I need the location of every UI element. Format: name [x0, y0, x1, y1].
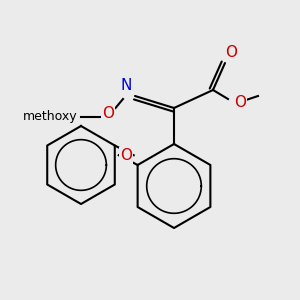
Text: O: O: [120, 148, 132, 163]
Text: N: N: [121, 78, 132, 93]
Text: O: O: [234, 94, 246, 110]
Text: methoxy: methoxy: [23, 110, 78, 124]
Text: O: O: [102, 106, 114, 122]
Text: O: O: [225, 45, 237, 60]
